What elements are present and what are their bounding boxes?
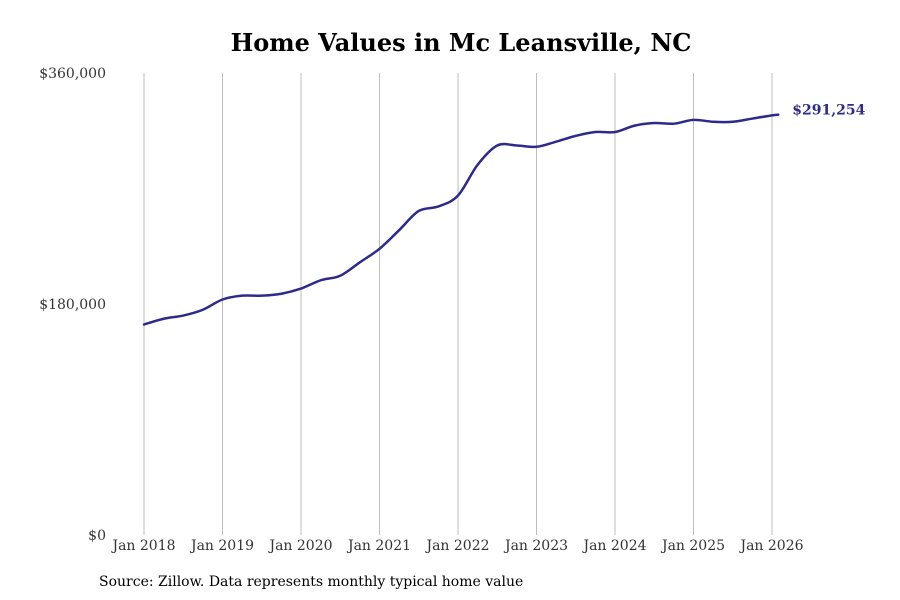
latest-value-label: $291,254	[792, 103, 865, 119]
y-tick-label: $0	[88, 528, 106, 544]
x-tick-label: Jan 2026	[738, 538, 803, 554]
y-tick-label: $360,000	[39, 66, 106, 82]
x-tick-label: Jan 2024	[581, 538, 646, 554]
x-tick-label: Jan 2022	[424, 538, 489, 554]
source-note: Source: Zillow. Data represents monthly …	[99, 574, 524, 590]
y-axis-ticks: $0 $180,000 $360,000	[39, 66, 106, 544]
home-value-line	[142, 113, 780, 326]
x-tick-label: Jan 2023	[503, 538, 568, 554]
x-tick-label: Jan 2019	[189, 538, 254, 554]
x-axis-ticks: Jan 2018 Jan 2019 Jan 2020 Jan 2021 Jan 2022…	[110, 538, 803, 554]
x-tick-label: Jan 2025	[660, 538, 725, 554]
chart-title: Home Values in Mc Leansville, NC	[230, 28, 692, 57]
x-tick-label: Jan 2018	[110, 538, 175, 554]
x-tick-label: Jan 2020	[267, 538, 332, 554]
x-tick-label: Jan 2021	[346, 538, 411, 554]
gridlines	[143, 73, 773, 535]
y-tick-label: $180,000	[39, 297, 106, 313]
